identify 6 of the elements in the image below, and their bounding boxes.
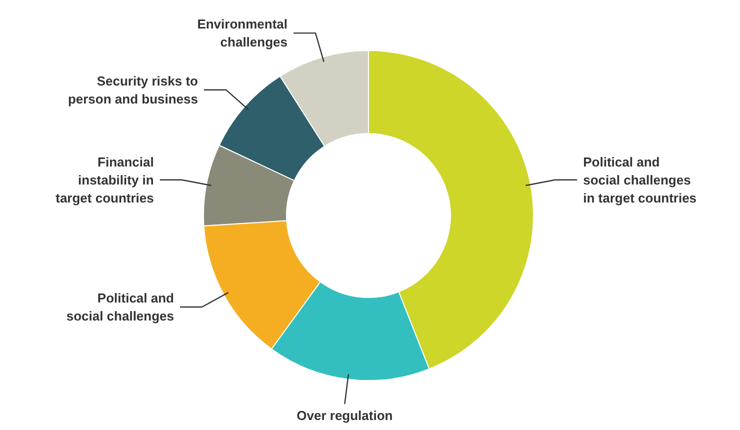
slice-label: Over regulation: [296, 408, 393, 423]
slice-label: Security risks to person and business: [68, 73, 198, 106]
slice-label: Political and social challenges: [66, 290, 174, 324]
slice-label: Financial instability in target countries: [56, 154, 154, 206]
slice-label: Environmental challenges: [197, 16, 288, 50]
slice-label: Political and social challenges in target countries: [583, 154, 697, 206]
